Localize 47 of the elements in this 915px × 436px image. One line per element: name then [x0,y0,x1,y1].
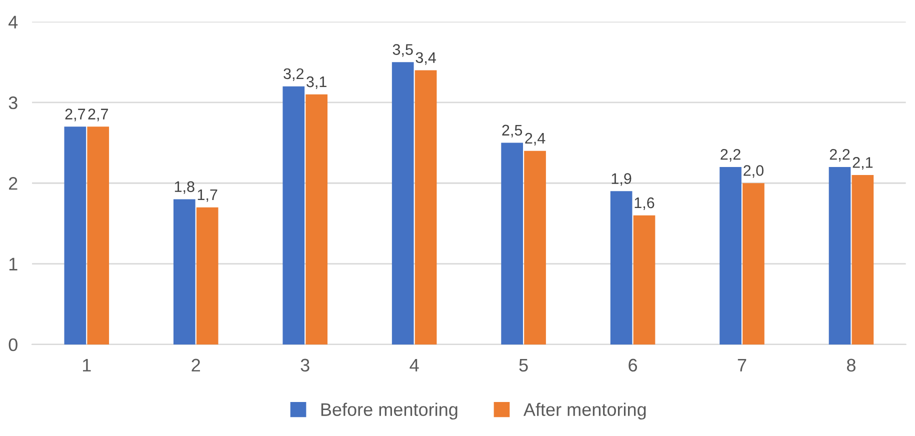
bar [306,94,328,344]
bar [720,166,742,344]
bar [392,62,414,344]
bar [633,215,656,344]
y-tick-label: 1 [9,258,18,270]
legend-label: Before mentoring [321,402,458,420]
x-tick-label: 7 [738,358,746,372]
data-label: 3,5 [392,44,413,57]
bar [742,183,764,344]
data-label: 3,4 [416,52,436,65]
data-label: 1,6 [634,197,654,210]
bar [610,191,632,344]
y-tick-label: 3 [8,96,18,110]
y-tick-label: 0 [8,338,18,352]
data-label: 3,2 [284,68,304,81]
x-tick-label: 8 [847,358,856,372]
data-label: 1,7 [198,189,218,202]
bar [828,166,851,344]
bar [87,126,110,344]
x-tick-label: 6 [628,358,638,372]
bar [64,126,86,344]
data-label: 2,7 [88,108,108,122]
data-label: 2,7 [65,108,86,122]
bar [501,142,524,344]
data-label: 2,1 [852,157,873,170]
data-label: 1,8 [174,181,194,194]
data-label: 3,1 [306,76,326,90]
data-label: 2,5 [502,124,522,138]
bar [173,199,196,344]
bar [852,175,874,344]
data-label: 2,2 [830,148,850,162]
bar [524,150,546,344]
bar [196,207,218,344]
x-tick-label: 4 [410,358,419,372]
data-label: 1,9 [612,173,632,186]
data-label: 2,0 [744,165,764,178]
x-tick-label: 5 [519,358,528,372]
bar [282,86,305,344]
bar [414,70,437,344]
data-label: 2,2 [720,148,740,162]
x-tick-label: 1 [82,358,91,372]
y-tick-label: 4 [8,16,18,28]
y-tick-label: 2 [9,177,18,190]
data-label: 2,4 [525,132,546,146]
legend-label: After mentoring [523,402,646,420]
x-tick-label: 3 [300,358,310,372]
x-tick-label: 2 [192,358,200,372]
